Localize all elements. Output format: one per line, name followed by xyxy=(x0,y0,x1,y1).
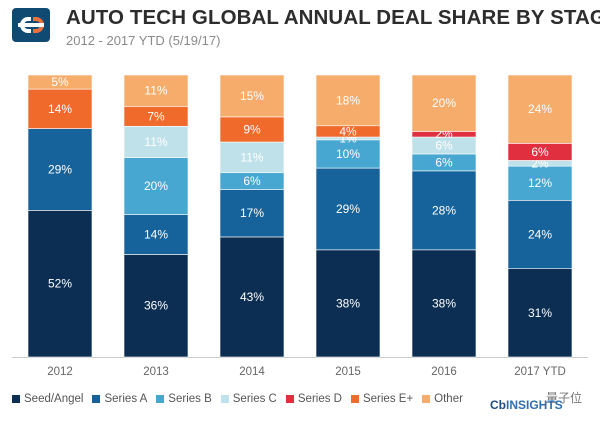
legend-label: Series E+ xyxy=(362,393,414,405)
legend-label: Seed/Angel xyxy=(24,393,84,405)
data-label: 6% xyxy=(243,174,261,188)
legend-item-series-b: Series B xyxy=(156,393,212,405)
legend-item-series-d: Series D xyxy=(285,393,342,405)
bar-segment-series-c-2014 xyxy=(219,141,285,174)
wechat-watermark: 量子位 xyxy=(546,391,583,405)
data-label: 29% xyxy=(48,162,72,176)
data-label: 38% xyxy=(432,296,456,310)
bar-segment-series-a-2016 xyxy=(411,170,477,251)
legend-label: Other xyxy=(434,393,463,405)
legend-item-series-e-: Series E+ xyxy=(350,393,414,405)
legend-swatch xyxy=(285,395,294,403)
data-label: 9% xyxy=(243,122,261,136)
data-label: 43% xyxy=(240,290,264,304)
bar-segment-other-2015 xyxy=(315,74,381,127)
legend-swatch xyxy=(220,395,229,403)
data-label: 11% xyxy=(144,84,167,98)
data-label: 10% xyxy=(336,147,360,161)
bar-segment-series-a-2015 xyxy=(315,167,381,251)
x-tick-label: 2016 xyxy=(431,366,457,378)
legend-swatch xyxy=(156,395,165,403)
legend-item-seed-angel: Seed/Angel xyxy=(12,393,83,405)
bar-segment-series-a-2017-ytd xyxy=(507,200,573,269)
data-label: 6% xyxy=(531,145,549,159)
bar-segment-other-2014 xyxy=(219,74,285,118)
bar-segment-series-a-2013 xyxy=(123,214,189,255)
bar-segment-seed-angel-2017-ytd xyxy=(507,268,573,358)
legend-swatch xyxy=(12,395,20,403)
watermark-insights: INSIGHTS xyxy=(506,398,563,412)
chart-subtitle: 2012 - 2017 YTD (5/19/17) xyxy=(66,33,221,48)
cb-insights-logo xyxy=(12,8,50,42)
legend-swatch xyxy=(350,395,359,403)
bar-segment-seed-angel-2012 xyxy=(27,210,93,358)
bar-segment-series-b-2013 xyxy=(123,157,189,215)
legend-item-other: Other xyxy=(422,393,463,405)
bar-segment-other-2017-ytd xyxy=(507,74,573,144)
legend-label: Series B xyxy=(168,393,212,405)
data-label: 31% xyxy=(528,306,552,320)
data-label: 24% xyxy=(528,228,552,242)
bar-segment-seed-angel-2013 xyxy=(123,254,189,358)
bar-segment-seed-angel-2016 xyxy=(411,249,477,358)
x-tick-label: 2012 xyxy=(47,366,73,378)
x-tick-label: 2015 xyxy=(335,366,361,378)
chart-title: AUTO TECH GLOBAL ANNUAL DEAL SHARE BY ST… xyxy=(66,6,600,29)
data-label: 17% xyxy=(240,206,264,220)
legend-item-series-a: Series A xyxy=(92,393,147,405)
bar-segment-series-a-2014 xyxy=(219,189,285,238)
data-label: 11% xyxy=(240,150,263,164)
x-tick-label: 2014 xyxy=(239,366,265,378)
data-label: 6% xyxy=(435,155,453,169)
bar-segment-seed-angel-2015 xyxy=(315,249,381,358)
data-label: 20% xyxy=(432,96,456,110)
x-tick-label: 2013 xyxy=(143,366,169,378)
data-label: 6% xyxy=(435,139,453,153)
bar-segment-other-2016 xyxy=(411,74,477,132)
chart-legend: Seed/Angel Series A Series B Series C Series… xyxy=(12,393,472,405)
data-label: 28% xyxy=(432,203,456,217)
legend-swatch xyxy=(422,395,431,403)
cb-insights-watermark: CbINSIGHTS xyxy=(490,398,563,412)
data-label: 52% xyxy=(48,277,72,291)
data-label: 7% xyxy=(147,109,165,123)
bar-segment-other-2013 xyxy=(123,74,189,107)
bar-segment-series-e--2012 xyxy=(27,88,93,129)
data-label: 24% xyxy=(528,102,552,116)
legend-item-series-c: Series C xyxy=(220,393,277,405)
data-label: 12% xyxy=(528,176,552,190)
legend-label: Series C xyxy=(232,393,277,405)
data-label: 14% xyxy=(48,102,72,116)
data-label: 5% xyxy=(51,75,69,89)
legend-label: Series A xyxy=(104,393,148,405)
data-label: 18% xyxy=(336,93,360,107)
bar-segment-series-c-2013 xyxy=(123,125,189,158)
data-label: 20% xyxy=(144,179,168,193)
data-label: 36% xyxy=(144,299,168,313)
bar-segment-series-a-2012 xyxy=(27,128,93,211)
data-label: 15% xyxy=(240,89,264,103)
data-label: 29% xyxy=(336,202,360,216)
legend-swatch xyxy=(92,395,101,403)
bar-segment-seed-angel-2014 xyxy=(219,236,285,358)
data-label: 11% xyxy=(144,135,167,149)
bar-segment-other-2012 xyxy=(27,74,93,90)
data-label: 4% xyxy=(339,124,357,138)
data-label: 14% xyxy=(144,228,168,242)
legend-label: Series D xyxy=(297,393,342,405)
watermark-cb: Cb xyxy=(490,398,506,412)
x-tick-label: 2017 YTD xyxy=(514,366,566,378)
data-label: 38% xyxy=(336,296,360,310)
